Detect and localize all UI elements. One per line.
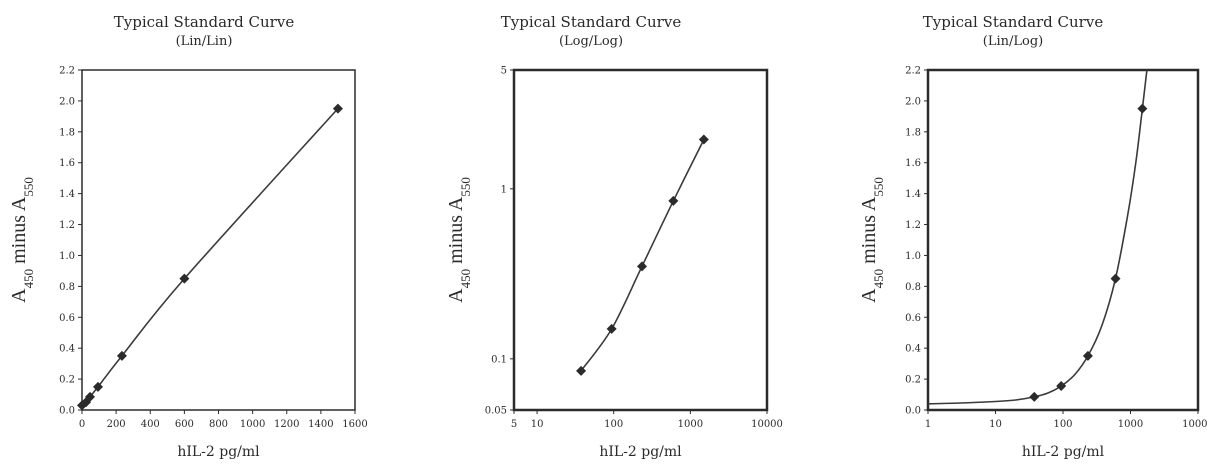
x-tick-label: 1000: [1118, 419, 1143, 430]
x-tick-label: 1: [925, 419, 931, 430]
y-axis-label: A450 minus A550: [445, 177, 473, 303]
y-tick-label: 2.0: [59, 96, 75, 107]
y-tick-label: 1.2: [905, 220, 921, 231]
x-tick-label: 1600: [342, 419, 367, 430]
x-tick-label: 1200: [274, 419, 299, 430]
y-axis-label: A450 minus A550: [8, 177, 36, 303]
x-tick-label: 800: [209, 419, 228, 430]
y-axis-label-subscript: 550: [21, 177, 36, 197]
y-tick-label: 0.4: [905, 344, 921, 355]
y-axis-label: A450 minus A550: [858, 177, 886, 303]
data-point-marker: [85, 391, 96, 402]
chart-panel-3: Typical Standard Curve (Lin/Log) 0.0 0.2 0.4…: [858, 13, 1207, 460]
y-axis-label-part: minus A: [8, 196, 30, 269]
y-tick-label: 0.4: [59, 344, 75, 355]
y-tick-label: 1: [501, 184, 507, 195]
y-tick-label: 1.0: [905, 251, 921, 262]
chart-title: Typical Standard Curve: [923, 13, 1104, 31]
x-tick-label: 10: [989, 419, 1002, 430]
y-axis-label-subscript: 450: [21, 269, 36, 289]
data-point-marker: [1110, 273, 1121, 284]
data-point-marker: [698, 134, 709, 145]
y-axis-label-subscript: 450: [871, 269, 886, 289]
x-tick-label: 10000: [1182, 419, 1207, 430]
plot-frame: [512, 68, 769, 412]
y-axis-label-subscript: 550: [458, 177, 473, 197]
data-point-marker: [668, 195, 679, 206]
y-tick-label: 1.4: [905, 189, 921, 200]
chart-panel-2: Typical Standard Curve (Log/Log) 0.05 0.1 1 5…: [445, 13, 783, 460]
standard-curve-line: [82, 108, 339, 407]
y-tick-label: 0.6: [59, 313, 75, 324]
x-axis-label: hIL-2 pg/ml: [177, 444, 260, 460]
x-tick-label: 0: [79, 419, 85, 430]
standard-curve-line: [580, 139, 705, 372]
y-axis-label-part: minus A: [858, 196, 880, 269]
y-tick-label: 0.8: [59, 282, 75, 293]
y-tick-label: 1.6: [59, 158, 75, 169]
y-axis-label-part: minus A: [445, 196, 467, 269]
data-point-marker: [1056, 381, 1067, 392]
chart-title: Typical Standard Curve: [114, 13, 295, 31]
x-tick-label: 200: [107, 419, 126, 430]
data-point-marker: [179, 273, 190, 284]
y-axis-label-subscript: 550: [871, 177, 886, 197]
data-point-marker: [1029, 391, 1040, 402]
data-point-marker: [116, 350, 127, 361]
data-point-marker: [637, 261, 648, 272]
y-tick-label: 0.2: [905, 375, 921, 386]
y-tick-label: 2.2: [59, 66, 75, 77]
data-point-marker: [1137, 103, 1148, 114]
y-tick-label: 0.05: [485, 406, 507, 417]
y-tick-label: 1.8: [905, 127, 921, 138]
x-tick-label: 10: [531, 419, 544, 430]
x-tick-label: 1000: [240, 419, 265, 430]
y-tick-label: 5: [501, 66, 507, 77]
data-point-marker: [1082, 350, 1093, 361]
y-tick-label: 2.2: [905, 66, 921, 77]
x-tick-label: 100: [604, 419, 623, 430]
chart-subtitle: (Lin/Log): [983, 34, 1043, 49]
y-tick-label: 0.6: [905, 313, 921, 324]
data-point-marker: [576, 365, 587, 376]
x-tick-label: 10000: [751, 419, 783, 430]
y-tick-label: 1.8: [59, 127, 75, 138]
y-tick-label: 0.8: [905, 282, 921, 293]
y-axis-label-part: A: [8, 288, 30, 303]
y-tick-label: 0.1: [491, 354, 507, 365]
y-tick-label: 0.0: [59, 406, 75, 417]
x-tick-label: 1400: [308, 419, 333, 430]
standard-curve-line: [928, 70, 1148, 405]
x-axis-label: hIL-2 pg/ml: [1022, 444, 1105, 460]
y-axis-label-part: A: [858, 288, 880, 303]
y-tick-label: 1.4: [59, 189, 75, 200]
y-axis-label-part: A: [445, 288, 467, 303]
y-tick-label: 2.0: [905, 96, 921, 107]
y-tick-label: 1.0: [59, 251, 75, 262]
y-tick-label: 0.2: [59, 375, 75, 386]
y-axis-label-subscript: 450: [458, 269, 473, 289]
x-tick-label: 5: [511, 419, 517, 430]
x-axis-label: hIL-2 pg/ml: [599, 444, 682, 460]
chart-panel-1: Typical Standard Curve (Lin/Lin) 0.0 0.2 0.4…: [8, 13, 368, 460]
data-point-marker: [93, 381, 104, 392]
plot-frame: [926, 68, 1200, 412]
chart-subtitle: (Log/Log): [559, 34, 623, 49]
chart-title: Typical Standard Curve: [501, 13, 682, 31]
y-tick-label: 0.0: [905, 406, 921, 417]
x-tick-label: 100: [1053, 419, 1072, 430]
data-point-marker: [332, 103, 343, 114]
x-tick-label: 1000: [678, 419, 703, 430]
x-tick-label: 400: [141, 419, 160, 430]
chart-subtitle: (Lin/Lin): [176, 34, 233, 49]
x-tick-label: 600: [175, 419, 194, 430]
data-point-marker: [606, 323, 617, 334]
y-tick-label: 1.6: [905, 158, 921, 169]
y-tick-label: 1.2: [59, 220, 75, 231]
